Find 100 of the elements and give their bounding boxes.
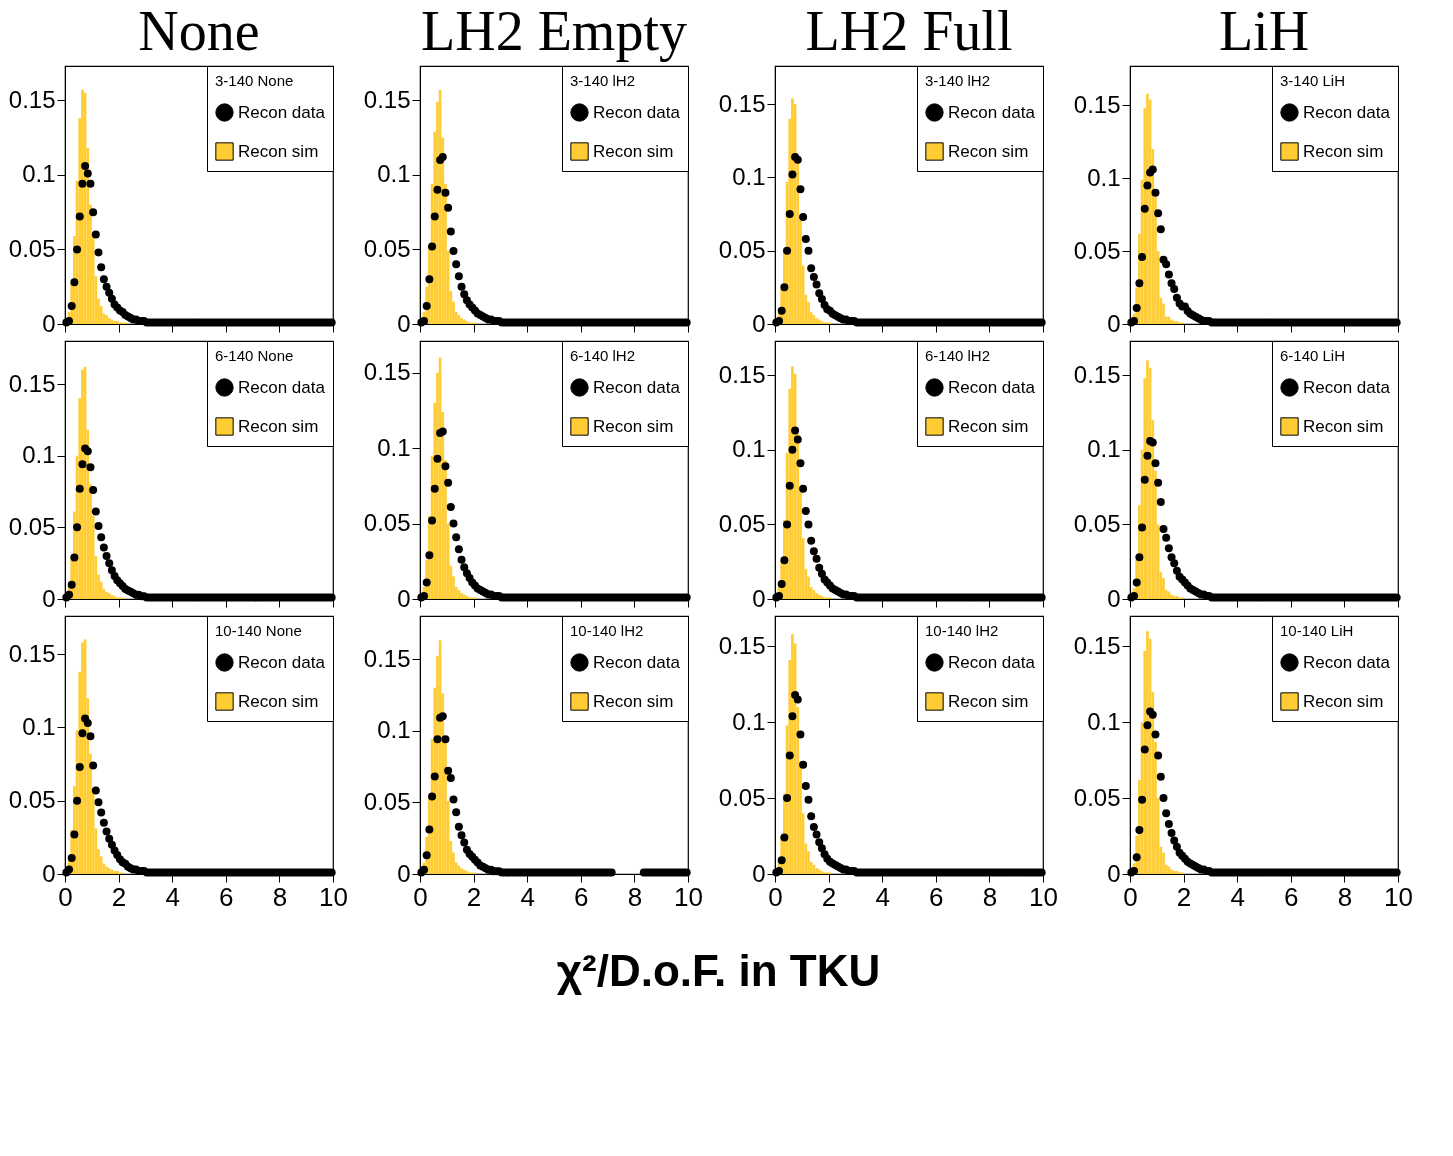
legend-label: Recon data: [948, 102, 1036, 122]
legend-title: 3-140 lH2: [570, 72, 636, 89]
x-tick-label: 10: [319, 881, 348, 912]
x-tick-label: 6: [929, 881, 944, 912]
y-tick-label: 0.1: [22, 160, 56, 188]
chart-title: LH2 Full: [805, 0, 1013, 62]
x-axis-title: χ²/D.o.F. in TKU: [556, 945, 881, 995]
y-tick-label: 0.15: [718, 360, 766, 388]
x-tick-label: 8: [1337, 881, 1353, 912]
y-tick-label: 0: [752, 859, 766, 887]
x-tick-label: 6: [219, 881, 234, 912]
x-tick-label: 4: [520, 881, 535, 912]
y-tick-label: 0.05: [1073, 509, 1121, 537]
y-tick-label: 0.15: [8, 639, 56, 667]
y-tick-label: 0.1: [1087, 163, 1121, 191]
x-tick-label: 10: [1029, 881, 1058, 912]
chart-title: LH2 Empty: [421, 0, 687, 62]
x-tick-label: 8: [272, 881, 288, 912]
x-tick-label: 10: [674, 881, 703, 912]
legend-label: Recon sim: [1303, 416, 1384, 436]
x-tick-label: 6: [574, 881, 589, 912]
legend-label: Recon sim: [1303, 691, 1384, 711]
y-tick-label: 0: [397, 859, 411, 887]
legend-title: 3-140 LiH: [1280, 72, 1346, 89]
y-tick-label: 0.1: [1087, 707, 1121, 735]
y-tick-label: 0.15: [718, 89, 766, 117]
legend-title: 10-140 lH2: [925, 622, 999, 639]
legend-title: 6-140 None: [215, 347, 294, 364]
y-tick-label: 0: [1107, 309, 1121, 337]
y-tick-label: 0.15: [1073, 90, 1121, 118]
y-tick-label: 0: [752, 584, 766, 612]
x-tick-label: 4: [875, 881, 890, 912]
y-tick-label: 0: [42, 859, 56, 887]
y-tick-label: 0.15: [363, 358, 411, 386]
y-tick-label: 0.05: [718, 236, 766, 264]
x-tick-label: 8: [982, 881, 998, 912]
legend-title: 6-140 lH2: [925, 347, 991, 364]
y-tick-label: 0: [397, 584, 411, 612]
y-tick-label: 0.1: [22, 441, 56, 469]
y-tick-label: 0.05: [1073, 236, 1121, 264]
x-tick-label: 2: [821, 881, 837, 912]
y-tick-label: 0.15: [1073, 631, 1121, 659]
legend-label: Recon data: [1303, 377, 1391, 397]
y-tick-label: 0.05: [718, 509, 766, 537]
x-tick-label: 4: [165, 881, 180, 912]
y-tick-label: 0.1: [377, 716, 411, 744]
legend-label: Recon sim: [238, 141, 319, 161]
y-tick-label: 0.15: [8, 369, 56, 397]
y-tick-label: 0.15: [1073, 360, 1121, 388]
y-tick-label: 0.15: [718, 631, 766, 659]
x-tick-label: 4: [1230, 881, 1245, 912]
y-tick-label: 0.05: [8, 786, 56, 814]
legend-label: Recon data: [238, 652, 326, 672]
y-tick-label: 0.1: [732, 707, 766, 735]
chart-title: LiH: [1218, 0, 1310, 62]
legend-label: Recon data: [593, 652, 681, 672]
legend-label: Recon sim: [948, 691, 1029, 711]
x-tick-label: 2: [111, 881, 127, 912]
y-tick-label: 0.1: [377, 433, 411, 461]
legend-label: Recon data: [1303, 652, 1391, 672]
y-tick-label: 0.1: [377, 160, 411, 188]
legend-label: Recon sim: [593, 691, 674, 711]
y-tick-label: 0.1: [732, 162, 766, 190]
y-tick-label: 0.1: [22, 712, 56, 740]
legend-title: 6-140 lH2: [570, 347, 636, 364]
legend-title: 10-140 LiH: [1280, 622, 1354, 639]
y-tick-label: 0.05: [363, 787, 411, 815]
y-tick-label: 0: [1107, 584, 1121, 612]
y-tick-label: 0.05: [8, 234, 56, 262]
y-tick-label: 0.05: [8, 512, 56, 540]
legend-label: Recon sim: [948, 141, 1029, 161]
legend-label: Recon data: [238, 377, 326, 397]
legend-label: Recon data: [238, 102, 326, 122]
legend-label: Recon sim: [593, 141, 674, 161]
y-tick-label: 0.1: [1087, 435, 1121, 463]
legend-title: 3-140 None: [215, 72, 294, 89]
y-tick-label: 0.15: [363, 644, 411, 672]
legend-label: Recon data: [948, 652, 1036, 672]
legend-label: Recon data: [593, 102, 681, 122]
chart-title: None: [138, 0, 260, 62]
y-tick-label: 0.15: [8, 85, 56, 113]
y-tick-label: 0: [42, 584, 56, 612]
legend-title: 10-140 lH2: [570, 622, 644, 639]
x-tick-label: 2: [1176, 881, 1192, 912]
legend-label: Recon sim: [1303, 141, 1384, 161]
legend-label: Recon data: [1303, 102, 1391, 122]
y-tick-label: 0: [1107, 859, 1121, 887]
x-tick-label: 8: [627, 881, 643, 912]
y-tick-label: 0: [752, 309, 766, 337]
legend-title: 3-140 lH2: [925, 72, 991, 89]
legend-title: 6-140 LiH: [1280, 347, 1346, 364]
y-tick-label: 0: [397, 309, 411, 337]
x-tick-label: 2: [466, 881, 482, 912]
y-tick-label: 0.1: [732, 435, 766, 463]
y-tick-label: 0: [42, 309, 56, 337]
legend-title: 10-140 None: [215, 622, 302, 639]
x-tick-label: 6: [1284, 881, 1299, 912]
legend-label: Recon sim: [948, 416, 1029, 436]
y-tick-label: 0.05: [718, 783, 766, 811]
y-tick-label: 0.05: [363, 509, 411, 537]
